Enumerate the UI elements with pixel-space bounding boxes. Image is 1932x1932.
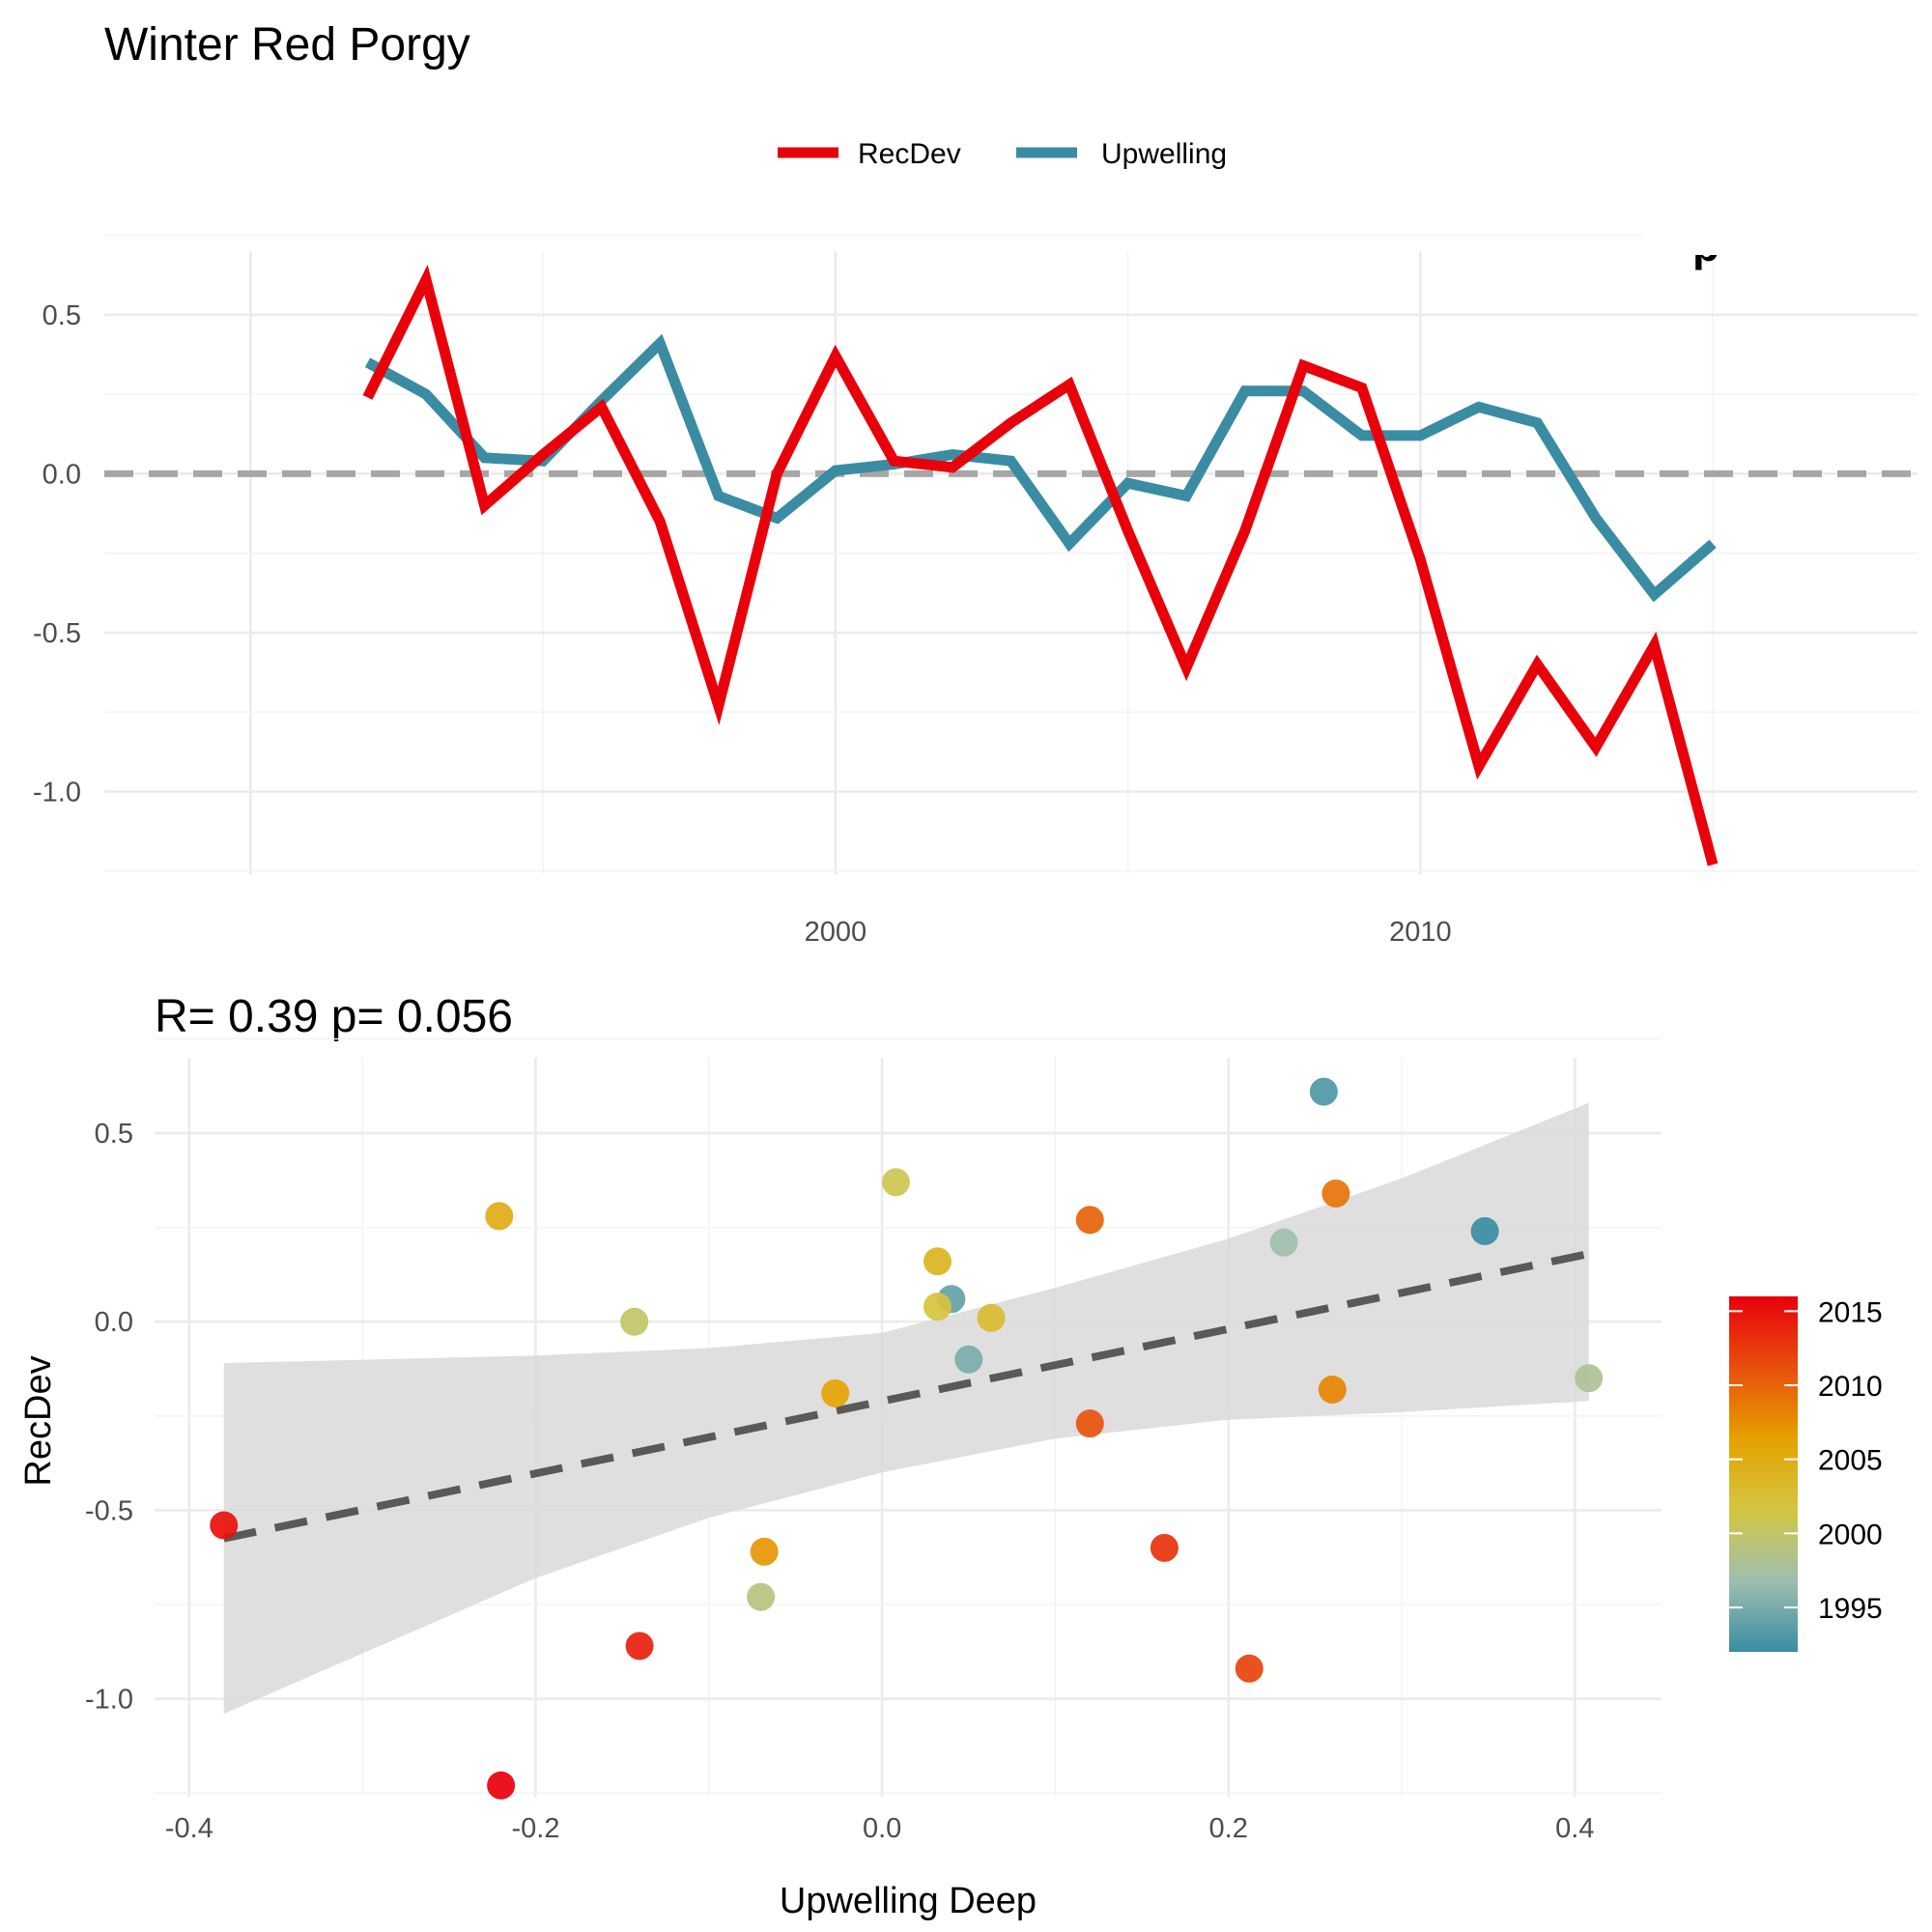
- colorbar: 2015 2010 2005 2000 1995: [1729, 1296, 1883, 1652]
- top-y-tick-label: -1.0: [33, 777, 81, 808]
- scatter-point: [954, 1345, 983, 1374]
- y-axis-title: RecDev: [18, 1355, 59, 1486]
- corner-label-clip: [1642, 193, 1932, 255]
- bottom-y-tick-label: 0.0: [95, 1307, 133, 1338]
- scatter-point: [625, 1632, 654, 1661]
- legend-label-recdev: RecDev: [858, 138, 961, 170]
- scatter-point: [1321, 1179, 1350, 1208]
- top-x-tick-label: 2000: [805, 917, 867, 948]
- scatter-point: [923, 1247, 952, 1276]
- scatter-point: [750, 1537, 779, 1566]
- scatter-point: [1075, 1409, 1104, 1438]
- figure-title: Winter Red Porgy: [104, 19, 470, 71]
- colorbar-tick-label: 2015: [1818, 1296, 1883, 1328]
- scatter-title: R= 0.39 p= 0.056: [155, 991, 513, 1042]
- trend-line: [222, 1250, 1590, 1543]
- series-line-upwelling: [364, 333, 1717, 603]
- colorbar-tick-label: 1995: [1818, 1593, 1883, 1625]
- scatter-point: [487, 1771, 516, 1800]
- bottom-x-tick-label: -0.2: [511, 1813, 559, 1844]
- top-y-tick-labels: 0.5 0.0 -0.5 -1.0: [33, 300, 81, 809]
- top-y-tick-label: 0.5: [43, 300, 81, 331]
- scatter-point: [1150, 1533, 1179, 1562]
- scatter-point: [923, 1293, 952, 1321]
- scatter-point: [1575, 1364, 1604, 1393]
- top-y-tick-label: 0.0: [43, 459, 81, 490]
- scatter-point: [1235, 1654, 1264, 1683]
- colorbar-ticks: 2015 2010 2005 2000 1995: [1729, 1296, 1883, 1625]
- scatter-point: [1269, 1228, 1298, 1257]
- legend-label-upwelling: Upwelling: [1101, 138, 1227, 170]
- scatter-point: [747, 1582, 776, 1611]
- scatter-point: [1309, 1077, 1338, 1106]
- scatter-panel: 0.5 0.0 -0.5 -1.0 -0.4 -0.2 0.0 0.2 0.4 Upwelli…: [18, 1037, 1662, 1921]
- series-line-recdev: [362, 264, 1719, 867]
- bottom-x-tick-label: 0.0: [863, 1813, 901, 1844]
- bottom-x-tick-label: -0.4: [165, 1813, 213, 1844]
- scatter-point: [1470, 1217, 1499, 1246]
- bottom-x-tick-labels: -0.4 -0.2 0.0 0.2 0.4: [165, 1813, 1595, 1844]
- colorbar-tick-label: 2010: [1818, 1371, 1883, 1403]
- colorbar-tick-label: 2000: [1818, 1519, 1883, 1550]
- scatter-point: [977, 1303, 1006, 1332]
- scatter-point: [210, 1511, 239, 1540]
- bottom-x-tick-label: 0.2: [1209, 1813, 1248, 1844]
- confidence-band: [223, 1102, 1589, 1715]
- x-axis-title: Upwelling Deep: [780, 1881, 1037, 1921]
- top-series: [362, 264, 1719, 867]
- colorbar-tick-label: 2005: [1818, 1445, 1883, 1477]
- scatter-point: [620, 1307, 649, 1336]
- top-y-tick-label: -0.5: [33, 618, 81, 649]
- legend: RecDev Upwelling: [778, 138, 1227, 170]
- top-x-tick-label: 2010: [1389, 917, 1452, 948]
- bottom-x-tick-label: 0.4: [1555, 1813, 1594, 1844]
- bottom-y-tick-label: -0.5: [85, 1495, 133, 1526]
- scatter-point: [1075, 1206, 1104, 1235]
- top-grid: [104, 234, 1918, 874]
- scatter-point: [881, 1168, 910, 1197]
- scatter-point: [485, 1202, 514, 1231]
- colorbar-gradient: [1729, 1296, 1798, 1652]
- bottom-y-tick-label: -1.0: [85, 1685, 133, 1716]
- top-x-tick-labels: 2000 2010: [805, 917, 1452, 948]
- bottom-y-tick-label: 0.5: [95, 1119, 133, 1150]
- bottom-y-tick-labels: 0.5 0.0 -0.5 -1.0: [85, 1119, 133, 1715]
- scatter-points: [210, 1077, 1604, 1800]
- scatter-point: [821, 1378, 850, 1407]
- scatter-point: [1318, 1375, 1347, 1404]
